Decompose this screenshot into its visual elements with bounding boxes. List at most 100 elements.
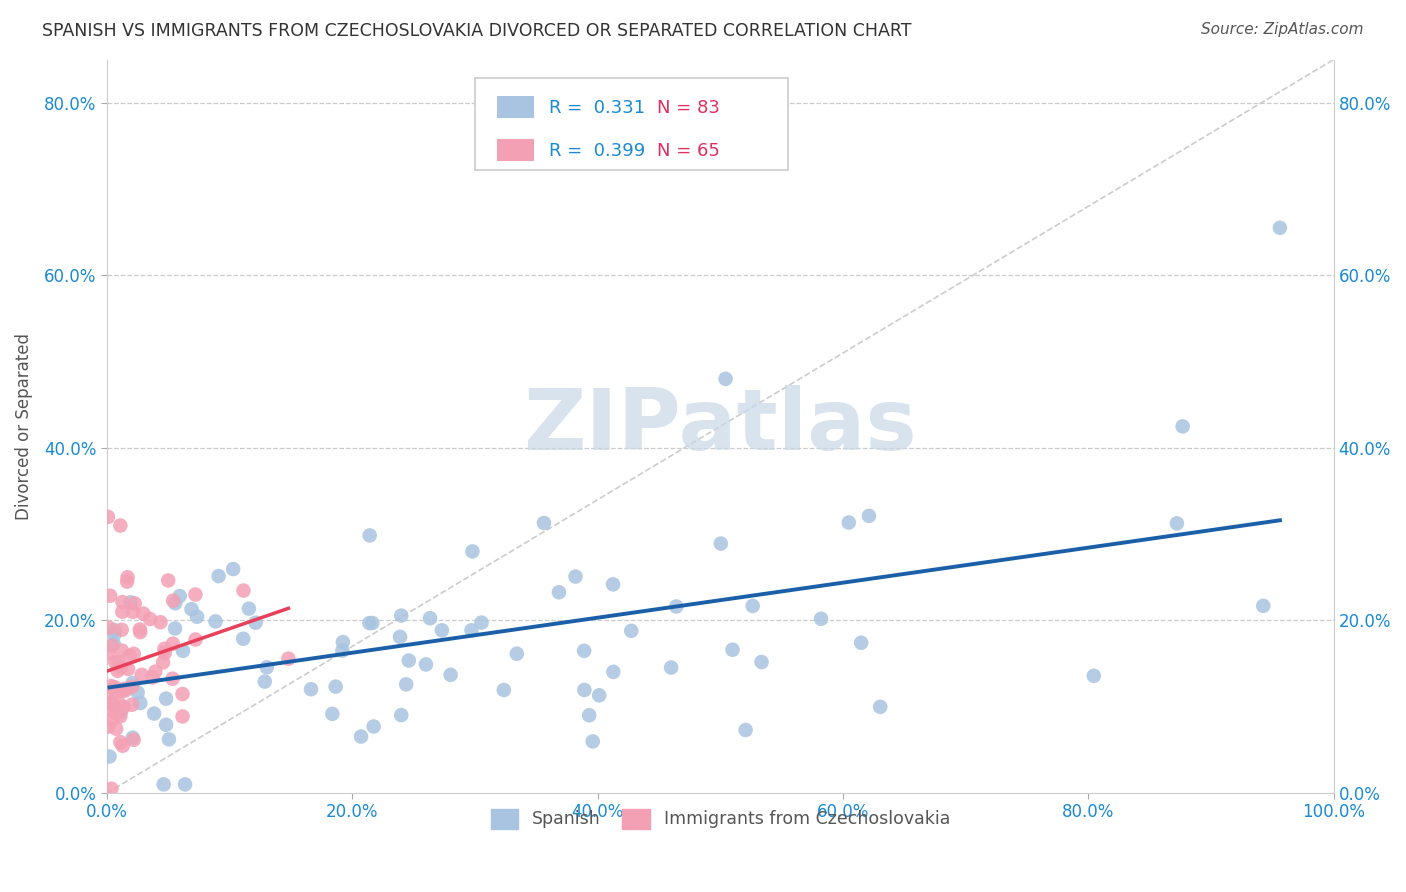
Text: Source: ZipAtlas.com: Source: ZipAtlas.com [1201,22,1364,37]
Point [104,655,127,669]
Point [117,570,139,584]
Point [533,516,555,530]
Point [139,612,162,626]
Point [101,696,124,710]
Point [108,697,131,711]
FancyBboxPatch shape [498,139,534,161]
Point [101,639,124,653]
Point [100,697,122,711]
Point [132,607,155,621]
Point [180,602,202,616]
Point [578,708,600,723]
FancyBboxPatch shape [475,78,787,169]
Point [162,593,184,607]
Point [152,777,174,791]
Point [172,644,194,658]
Point [105,706,128,721]
Point [492,683,515,698]
Point [100,781,122,796]
Point [395,677,418,691]
Point [157,574,180,588]
Point [207,569,229,583]
Point [439,668,461,682]
Point [172,709,194,723]
Y-axis label: Divorced or Separated: Divorced or Separated [15,333,32,520]
Point [105,722,128,736]
Point [142,670,165,684]
Point [121,680,143,694]
Point [111,595,134,609]
Point [588,689,610,703]
Point [169,589,191,603]
Point [389,630,412,644]
Point [620,624,643,638]
Point [851,636,873,650]
Point [120,595,142,609]
Point [548,585,571,599]
Point [710,536,733,550]
Point [122,732,145,747]
Point [665,599,688,614]
Point [163,622,186,636]
Point [98,589,121,603]
Point [98,749,121,764]
Point [107,655,129,669]
Point [104,681,127,695]
Point [153,646,176,660]
Point [332,635,354,649]
Text: N = 83: N = 83 [657,99,720,117]
Point [121,676,143,690]
Point [361,615,384,630]
Point [110,705,132,719]
Point [112,699,135,714]
Point [111,605,134,619]
Point [389,608,412,623]
Point [751,655,773,669]
Point [714,372,737,386]
Legend: Spanish, Immigrants from Czechoslovakia: Spanish, Immigrants from Czechoslovakia [484,802,957,836]
Point [143,665,166,679]
Point [172,687,194,701]
Point [121,731,143,745]
Point [415,657,437,672]
Point [838,516,860,530]
Point [256,660,278,674]
Point [602,577,624,591]
Point [858,508,880,523]
Point [100,679,122,693]
Point [398,654,420,668]
Point [153,641,176,656]
Point [157,732,180,747]
Point [101,713,124,727]
Point [222,562,245,576]
Point [184,588,207,602]
Point [122,605,145,619]
Point [117,662,139,676]
Point [143,706,166,721]
Point [1268,220,1291,235]
Point [359,528,381,542]
Text: N = 65: N = 65 [657,142,720,160]
Point [1166,516,1188,531]
Point [253,674,276,689]
Point [127,685,149,699]
Point [184,632,207,647]
Point [721,642,744,657]
Point [107,664,129,678]
Point [124,596,146,610]
FancyBboxPatch shape [498,96,534,119]
Point [111,643,134,657]
Point [97,720,120,734]
Point [810,612,832,626]
Point [321,706,343,721]
Point [245,615,267,630]
Point [122,647,145,661]
Point [155,717,177,731]
Text: R =  0.399: R = 0.399 [548,142,645,160]
Point [582,734,605,748]
Point [659,660,682,674]
Point [155,691,177,706]
Point [110,735,132,749]
Point [460,624,482,638]
Point [131,668,153,682]
